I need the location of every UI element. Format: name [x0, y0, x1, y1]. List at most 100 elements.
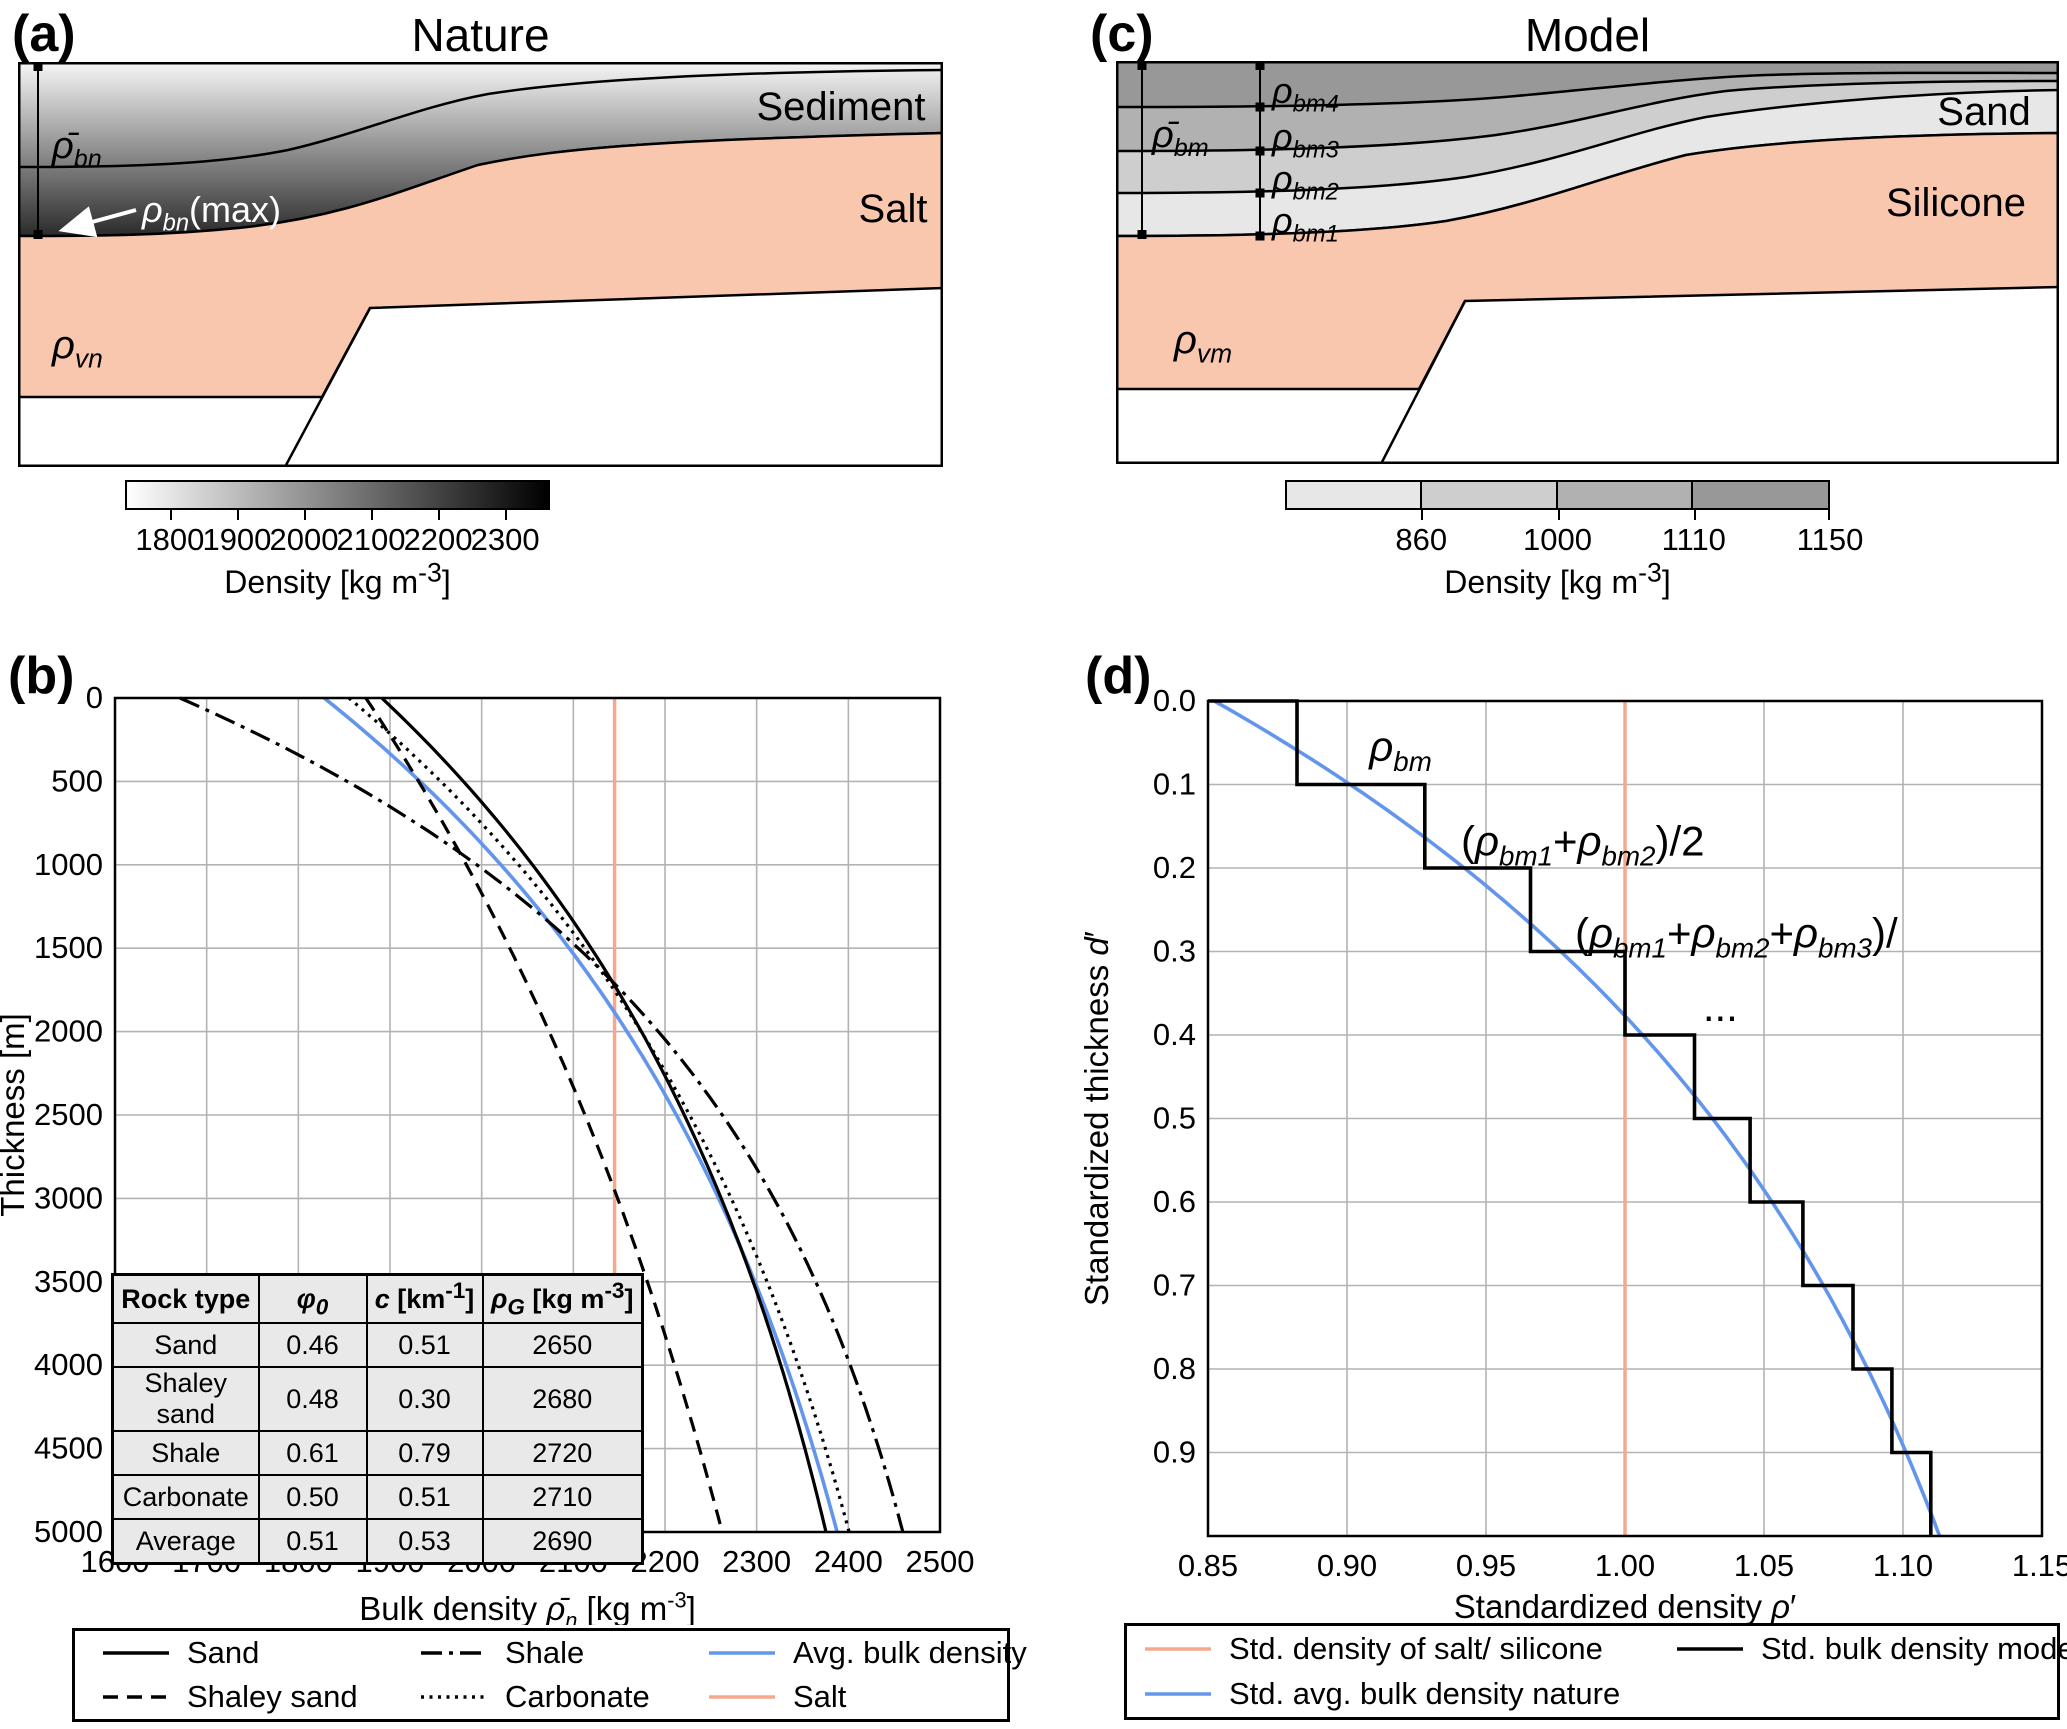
legend-label: Salt — [793, 1679, 847, 1714]
colorbar-tick-label: 2100 — [336, 522, 406, 557]
sediment-text: Sediment — [757, 85, 926, 129]
colorbar-tick — [303, 510, 306, 520]
legend-line-swatch — [1145, 1692, 1211, 1697]
legend-item: Shaley sand — [101, 1679, 419, 1715]
y-tick-label: 2500 — [34, 1097, 103, 1132]
nature-cross-section: ρ̄bn ρbn(max) ρvn Sediment Salt — [18, 62, 943, 467]
nature-colorbar: 1800 1900 2000 2100 2200 2300 Density [kg m-3] — [125, 480, 550, 610]
model-cross-section: ρbm4 ρbm3 ρbm2 ρbm1 ρ̄bm ρvm Sand Silico… — [1116, 61, 2059, 464]
table-header-cell: c [km-1] — [365, 1273, 484, 1324]
table-cell: Average — [111, 1518, 260, 1565]
legend-label: Shaley sand — [187, 1679, 358, 1714]
standardized-density-chart: 0.85 0.90 0.95 1.00 1.05 1.10 1.15 0.0 0.1 0.2 0.3… — [1080, 683, 2067, 1625]
y-tick-label: 2000 — [34, 1014, 103, 1049]
colorbar-tick — [169, 510, 172, 520]
y-tick-label: 0.7 — [1153, 1268, 1196, 1303]
dimension-end-square — [33, 62, 43, 71]
x-tick-label: 2500 — [906, 1544, 975, 1579]
table-cell: 0.51 — [365, 1322, 484, 1368]
table-cell: 0.51 — [365, 1474, 484, 1520]
y-tick-label: 0.2 — [1153, 850, 1196, 885]
curve-avg-bulk-density — [322, 696, 839, 1533]
legend-item: Avg. bulk density — [707, 1635, 1027, 1671]
colorbar-segments — [1285, 480, 1830, 510]
table-cell: 0.53 — [365, 1518, 484, 1565]
avg-bulk-density-label: ρ̄bn — [51, 125, 102, 173]
table-cell: Carbonate — [111, 1474, 260, 1520]
colorbar-tick-label: 1800 — [135, 522, 205, 557]
table-cell: 2690 — [481, 1518, 644, 1565]
colorbar-caption: Density [kg m-3] — [224, 557, 451, 600]
legend-item: Std. avg. bulk density nature — [1143, 1676, 1675, 1712]
colorbar-tick — [1693, 510, 1696, 520]
table-row: Sand 0.46 0.51 2650 — [111, 1322, 644, 1368]
legend-line-swatch — [709, 1695, 775, 1699]
panel-d-label: (d) — [1085, 647, 1152, 705]
y-tick-label: 0.4 — [1153, 1017, 1196, 1052]
legend-item: Sand — [101, 1635, 419, 1671]
dimension-end-square — [33, 230, 43, 239]
layer4-density-label: ρbm4 — [1271, 70, 1339, 118]
legend-item: Carbonate — [419, 1679, 707, 1715]
dimension-square — [1255, 188, 1265, 198]
sand-layer-4 — [1116, 61, 2059, 109]
x-tick-label: 1.10 — [1873, 1548, 1933, 1583]
silicone-text: Silicone — [1886, 181, 2026, 225]
colorbar-segment — [1692, 482, 1828, 508]
colorbar-tick-label: 1150 — [1796, 522, 1864, 557]
colorbar-tick — [1828, 510, 1830, 520]
legend-line-swatch — [1677, 1646, 1743, 1651]
y-tick-label: 0.3 — [1153, 934, 1196, 969]
legend-line-swatch — [103, 1695, 169, 1699]
table-cell: 2650 — [481, 1322, 644, 1368]
table-cell: Shaley sand — [111, 1366, 260, 1432]
table-header-cell: Rock type — [111, 1273, 260, 1324]
avg-bulk-density-label: ρ̄bm — [1151, 114, 1209, 162]
sand-text: Sand — [1937, 90, 2030, 134]
x-tick-label: 1.15 — [2012, 1548, 2067, 1583]
x-tick-label: 2300 — [722, 1544, 791, 1579]
panel-a-label: (a) — [12, 5, 76, 63]
colorbar-tick-label: 1000 — [1523, 522, 1592, 557]
legend-item: Salt — [707, 1679, 1027, 1715]
y-tick-label: 1500 — [34, 930, 103, 965]
table-cell: 0.61 — [257, 1430, 368, 1476]
y-tick-label: 500 — [51, 763, 103, 798]
annotation: ρbm — [1367, 723, 1432, 777]
table-header-cell: φ0 — [257, 1273, 368, 1324]
table-cell: 0.51 — [257, 1518, 368, 1565]
y-tick-label: 0.0 — [1153, 683, 1196, 718]
table-cell: Sand — [111, 1322, 260, 1368]
salt-layer — [18, 131, 943, 399]
x-axis-label: Bulk density ρ̄n [kg m-3] — [359, 1587, 696, 1625]
table-cell: 0.79 — [365, 1430, 484, 1476]
table-header-cell: ρG [kg m-3] — [481, 1273, 644, 1324]
y-tick-label: 3000 — [34, 1180, 103, 1215]
x-tick-label: 1.00 — [1595, 1548, 1655, 1583]
table-row: Carbonate 0.50 0.51 2710 — [111, 1474, 644, 1520]
legend-line-swatch — [103, 1651, 169, 1655]
y-tick-label: 0.1 — [1153, 767, 1196, 802]
panel-c-title: Model — [1524, 9, 1651, 61]
table-cell: 0.46 — [257, 1322, 368, 1368]
legend-item: Std. density of salt/ silicone — [1143, 1631, 1675, 1667]
y-axis-label: Standardized thickness d′ — [1080, 931, 1115, 1306]
colorbar-tick — [371, 510, 374, 520]
colorbar-caption: Density [kg m-3] — [1444, 557, 1671, 600]
legend-line-swatch — [421, 1651, 487, 1655]
dimension-square — [1255, 146, 1265, 156]
y-tick-label: 0.9 — [1153, 1435, 1196, 1470]
model-box-border — [1116, 61, 2059, 464]
legend-item: Std. bulk density model — [1675, 1631, 2067, 1667]
salt-density-label: ρvn — [51, 323, 103, 374]
max-density-arrow — [58, 206, 137, 238]
salt-text: Salt — [859, 187, 928, 231]
fault-line — [1379, 300, 1467, 464]
curve-std-bulk-density-model — [1208, 699, 1933, 1536]
y-tick-label: 5000 — [34, 1514, 103, 1549]
silicone-density-label: ρvm — [1173, 318, 1232, 369]
legend-label: Std. bulk density model — [1761, 1630, 2067, 1666]
colorbar-segment — [1287, 482, 1423, 508]
model-colorbar: 860 1000 1110 1150 Density [kg m-3] — [1285, 480, 1863, 610]
dimension-square — [1255, 102, 1265, 112]
